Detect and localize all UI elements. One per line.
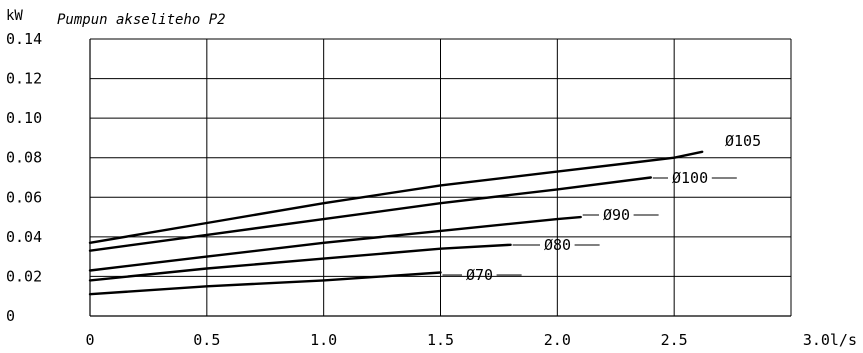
x-tick-label-6: 3.0l/s — [803, 331, 857, 349]
y-tick-label-6: 0.12 — [6, 70, 42, 88]
series-line-3 — [88, 243, 512, 282]
series-label-3: Ø80 — [544, 236, 571, 254]
y-tick-labels: 0 0.02 0.04 0.06 0.08 0.10 0.12 0.14 — [6, 30, 42, 325]
series-line-1 — [88, 176, 652, 252]
y-tick-label-3: 0.06 — [6, 188, 42, 206]
series-label-4: Ø70 — [466, 266, 493, 284]
series-lines — [88, 150, 704, 296]
series-line-2 — [88, 215, 582, 272]
grid — [90, 38, 792, 316]
x-tick-label-1: 0.5 — [193, 331, 220, 349]
series-label-2: Ø90 — [603, 206, 630, 224]
x-tick-label-5: 2.5 — [661, 331, 688, 349]
y-axis-unit-label: kW — [6, 8, 23, 24]
y-tick-label-7: 0.14 — [6, 30, 42, 48]
chart-title: Pumpun akseliteho P2 — [57, 12, 226, 28]
x-tick-label-2: 1.0 — [310, 331, 337, 349]
series-label-0: Ø105 — [725, 132, 761, 150]
series-label-1: Ø100 — [672, 169, 708, 187]
y-tick-label-1: 0.02 — [6, 267, 42, 285]
series-line-0 — [88, 150, 704, 245]
y-tick-label-0: 0 — [6, 307, 15, 325]
y-tick-label-5: 0.10 — [6, 109, 42, 127]
x-tick-label-0: 0 — [85, 331, 94, 349]
y-tick-label-2: 0.04 — [6, 228, 42, 246]
x-tick-labels: 0 0.5 1.0 1.5 2.0 2.5 3.0l/s — [85, 331, 857, 349]
series-line-4 — [88, 271, 442, 296]
x-tick-label-4: 2.0 — [544, 331, 571, 349]
x-tick-label-3: 1.5 — [427, 331, 454, 349]
y-tick-label-4: 0.08 — [6, 149, 42, 167]
series-labels: Ø105 Ø100 Ø90 Ø80 Ø70 — [442, 132, 761, 284]
